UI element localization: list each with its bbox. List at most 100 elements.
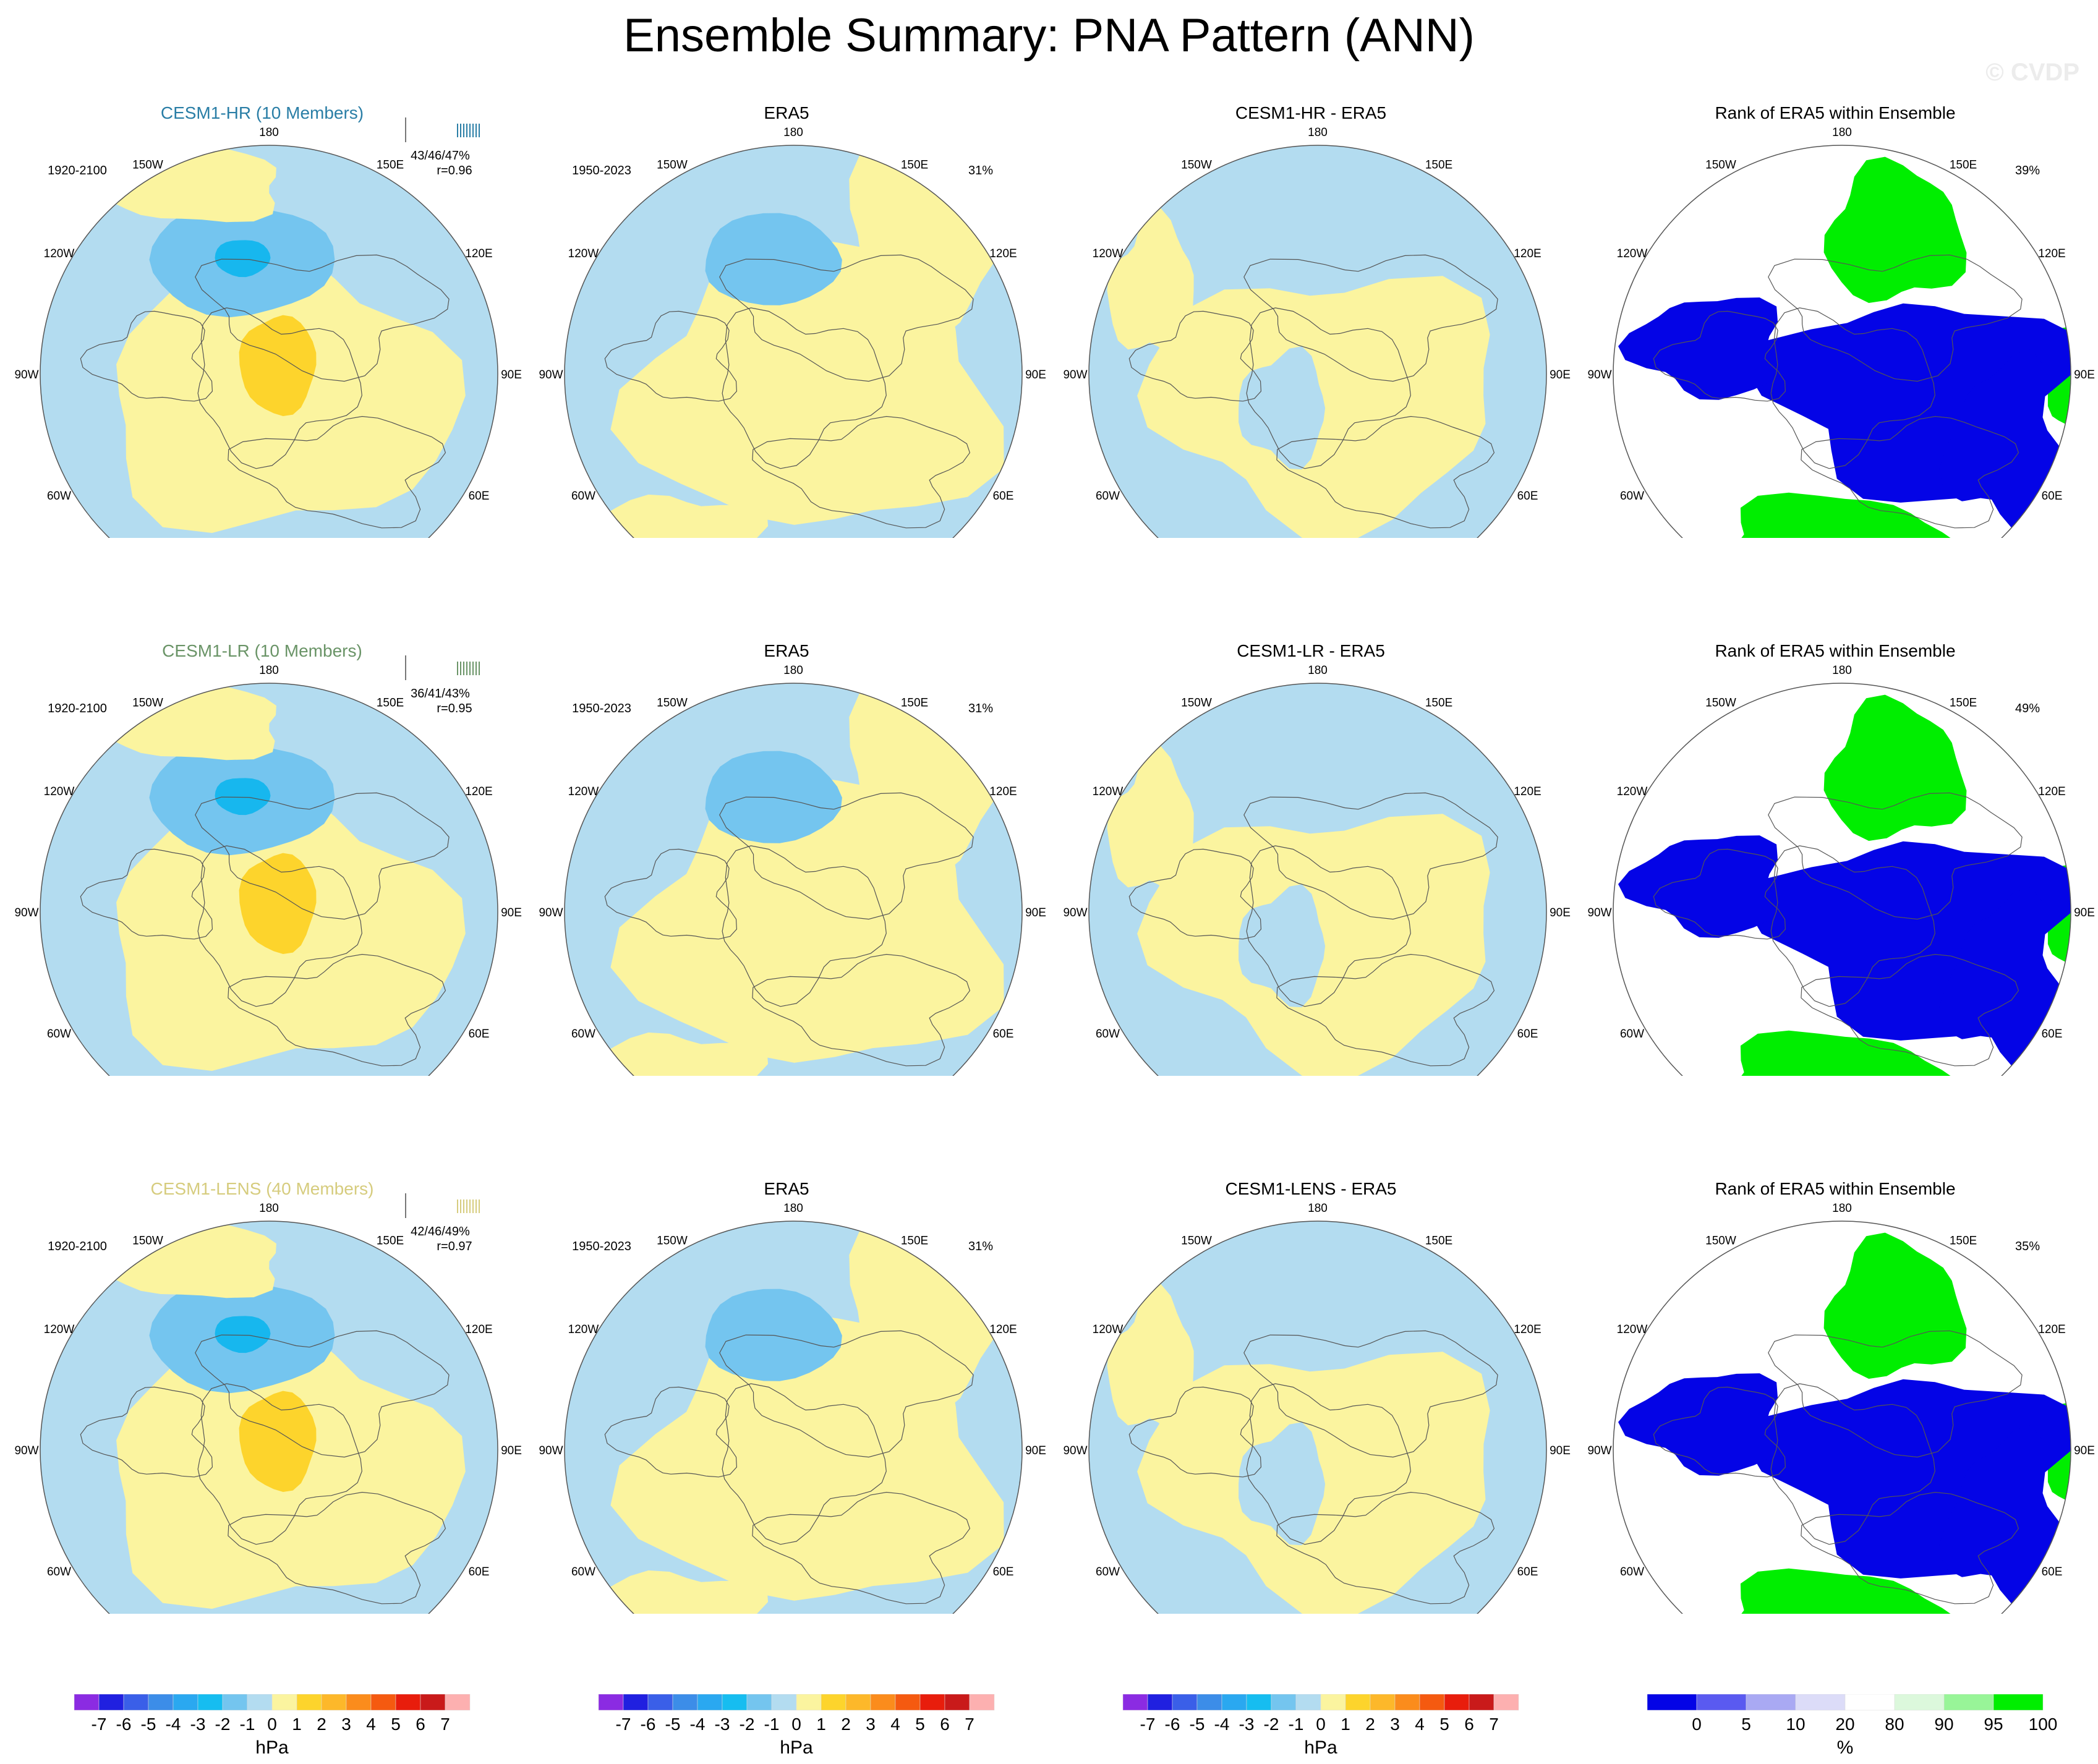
coastline-0 [197, 307, 362, 469]
lon-label-upper_right_inner: 150E [377, 159, 404, 172]
colorbar-tick: 5 [1439, 1715, 1449, 1734]
colorbar-tick: 6 [940, 1715, 950, 1734]
colorbar-tick: 5 [1741, 1715, 1751, 1734]
colorbar-swatch [148, 1694, 174, 1711]
lon-label-upper_right_inner: 150E [377, 1235, 404, 1248]
map-boundary [1613, 1221, 2071, 1614]
colorbar-swatch [1370, 1694, 1396, 1711]
colorbar-swatch [722, 1694, 748, 1711]
rank-panel-title: Rank of ERA5 within Ensemble [1715, 1179, 1955, 1198]
lon-label-upper_right_inner: 150E [901, 159, 928, 172]
lon-label-upper_left_inner: 150W [1181, 1235, 1212, 1248]
colorbar-swatch [969, 1694, 995, 1711]
coastline-3 [1653, 1386, 1786, 1478]
lon-label-upper_left_outer: 120W [44, 247, 75, 260]
colorbar-swatch [1493, 1694, 1519, 1711]
colorbar-tick: 2 [1365, 1715, 1375, 1734]
colorbar-swatch [1246, 1694, 1272, 1711]
lon-label-lower_left_outer: 60W [1096, 490, 1120, 503]
lon-label-top: 180 [259, 1202, 279, 1215]
panel-obs-row3: 180150E120E90E60E30E030W60W90W120W150WER… [524, 1076, 1049, 1614]
colorbar-tick: 1 [292, 1715, 302, 1734]
colorbar-tick: -2 [740, 1715, 755, 1734]
coastline-1 [1243, 254, 1498, 382]
rank-panel-title: Rank of ERA5 within Ensemble [1715, 103, 1955, 122]
colorbar-tick: -6 [1165, 1715, 1180, 1734]
obs-map: 180150E120E90E60E30E030W60W90W120W150WER… [539, 1179, 1046, 1614]
lon-label-upper_left_inner: 150W [1181, 697, 1212, 710]
lon-label-upper_left_inner: 150W [132, 697, 163, 710]
field-region-5 [1939, 1425, 2065, 1606]
lon-label-upper_right_outer: 120E [1514, 785, 1541, 798]
colorbar-unit: hPa [1304, 1737, 1337, 1758]
lon-label-lower_right_outer: 60E [993, 1566, 1014, 1579]
lon-label-right: 90E [501, 369, 522, 381]
coastline-2 [228, 1491, 446, 1604]
model-panel-title: CESM1-LR (10 Members) [162, 641, 362, 660]
lon-label-upper_right_inner: 150E [1950, 159, 1977, 172]
lon-label-top: 180 [259, 664, 279, 677]
lon-label-upper_left_inner: 150W [1705, 697, 1736, 710]
field-region-5 [1939, 349, 2065, 530]
field-region-2 [1107, 1283, 1194, 1434]
colorbar-swatch [346, 1694, 372, 1711]
lon-label-upper_right_outer: 120E [989, 785, 1017, 798]
coastline-3 [1653, 310, 1786, 402]
colorbar-swatch [1647, 1694, 1697, 1711]
coastline-2 [1801, 953, 2019, 1067]
lon-label-upper_right_outer: 120E [465, 785, 492, 798]
lon-label-top: 180 [783, 664, 803, 677]
colorbar-tick: 100 [2029, 1715, 2058, 1734]
lon-label-upper_left_inner: 150W [132, 1235, 163, 1248]
field-layer [1618, 1232, 2071, 1614]
lon-label-upper_right_outer: 120E [989, 1323, 1017, 1336]
colorbar-tick: 2 [841, 1715, 851, 1734]
colorbar-tick: 20 [1835, 1715, 1854, 1734]
colorbar-tick: 4 [890, 1715, 900, 1734]
coastline-3 [80, 1386, 213, 1478]
colorbar-swatch [796, 1694, 822, 1711]
field-region-4 [83, 1221, 276, 1298]
map-boundary [1613, 145, 2071, 538]
colorbar-tick: -6 [116, 1715, 132, 1734]
colorbar-swatch [845, 1694, 871, 1711]
field-region-2 [1107, 207, 1194, 359]
lon-label-left: 90W [539, 369, 563, 381]
colorbar-swatch [1345, 1694, 1371, 1711]
coastline-0 [1770, 845, 1935, 1007]
lon-label-upper_left_outer: 120W [44, 785, 75, 798]
lon-label-right: 90E [501, 1444, 522, 1457]
obs-map: 180150E120E90E60E30E030W60W90W120W150WER… [539, 641, 1046, 1076]
lon-label-lower_right_outer: 60E [2042, 490, 2063, 503]
colorbar-tick: -5 [665, 1715, 681, 1734]
field-region-5 [1939, 887, 2065, 1068]
period-label: 1920-2100 [48, 164, 107, 177]
colorbar-tick: -3 [715, 1715, 730, 1734]
coastline-2 [1801, 415, 2019, 529]
colorbar-tick: 90 [1934, 1715, 1953, 1734]
colorbar-tick: 4 [366, 1715, 376, 1734]
panel-model-row2: 180150E120E90E60E30E030W60W90W120W150WCE… [0, 538, 524, 1076]
diff-panel-title: CESM1-HR - ERA5 [1235, 103, 1386, 122]
lon-label-top: 180 [1832, 664, 1852, 677]
lon-label-upper_left_outer: 120W [568, 785, 599, 798]
lon-label-right: 90E [1550, 906, 1571, 919]
panel-diff-row2: 180150E120E90E60E30E030W60W90W120W150WCE… [1049, 538, 1573, 1076]
lon-label-lower_right_outer: 60E [993, 1028, 1014, 1041]
lon-label-left: 90W [14, 1444, 38, 1457]
lon-label-upper_right_outer: 120E [465, 1323, 492, 1336]
lon-label-right: 90E [501, 906, 522, 919]
colorbar-tick: 0 [267, 1715, 277, 1734]
coastline-0 [1770, 307, 1935, 469]
coastline-1 [719, 1330, 974, 1458]
colorbar-swatch [623, 1694, 649, 1711]
lon-label-upper_left_outer: 120W [1093, 1323, 1124, 1336]
map-boundary [40, 683, 498, 1076]
colorbar-swatch [395, 1694, 421, 1711]
lon-label-upper_right_outer: 120E [2038, 247, 2065, 260]
colorbar-tick: 95 [1984, 1715, 2003, 1734]
colorbar-swatch [1122, 1694, 1148, 1711]
coastline-0 [722, 1383, 887, 1545]
colorbar-swatch [1419, 1694, 1445, 1711]
field-region-0 [1823, 694, 1967, 841]
